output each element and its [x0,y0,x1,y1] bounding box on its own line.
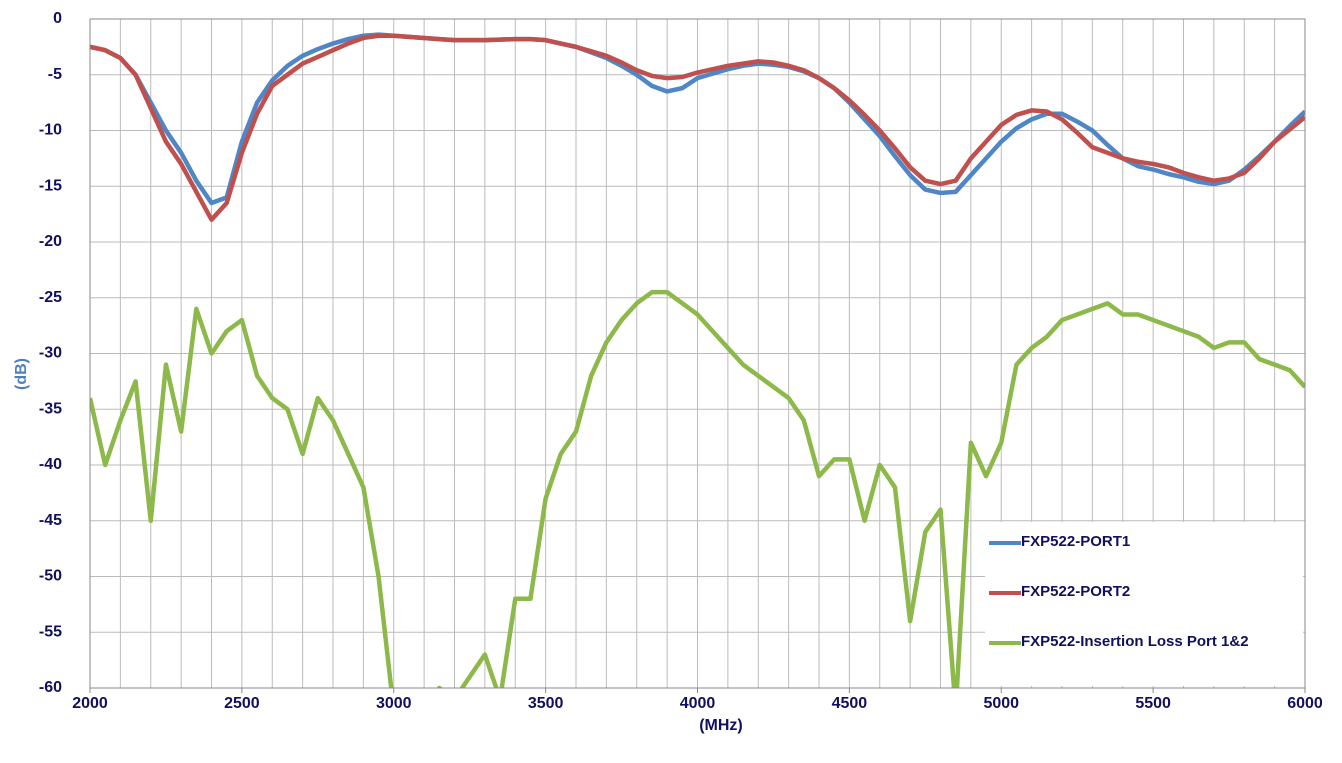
legend-label: FXP522-PORT2 [1021,583,1131,600]
x-axis-title: (MHz) [699,717,743,734]
series-line [90,32,1305,206]
plot-lines [90,32,1305,688]
y-tick-label: -40 [39,456,62,473]
x-tick-label: 4500 [832,695,868,712]
y-tick-label: -30 [39,345,62,362]
x-tick-label: 3500 [528,695,564,712]
legend: FXP522-PORT1 FXP522-PORT2 FXP522-Insertion… [985,522,1303,686]
axis-labels: 0 -5 -10 -15 -20 -25 -30 -35 -40 -45 -50 -55 -60 2000… [39,10,1323,712]
series-line [90,33,1305,222]
series-line [90,289,1305,688]
y-tick-label: -50 [39,568,62,585]
x-tick-label: 5000 [983,695,1019,712]
y-tick-label: -60 [39,679,62,696]
legend-label: FXP522-PORT1 [1021,533,1131,550]
x-tick-label: 2000 [72,695,108,712]
legend-label: FXP522-Insertion Loss Port 1&2 [1021,633,1249,650]
y-tick-label: -45 [39,512,62,529]
legend-swatch [989,541,1021,545]
y-axis-title: (dB) [13,358,30,390]
y-tick-label: -25 [39,289,62,306]
legend-swatch [989,591,1021,595]
y-tick-label: 0 [53,10,62,27]
x-tick-label: 3000 [376,695,412,712]
y-tick-label: -10 [39,122,62,139]
y-tick-label: -35 [39,400,62,417]
x-tick-label: 4000 [680,695,716,712]
x-tick-label: 6000 [1287,695,1323,712]
x-tick-label: 5500 [1135,695,1171,712]
y-tick-label: -20 [39,233,62,250]
plot-frame [89,18,1306,689]
y-tick-label: -15 [39,177,62,194]
y-tick-label: -5 [48,66,62,83]
y-tick-label: -55 [39,623,62,640]
legend-swatch [989,641,1021,645]
x-tick-label: 2500 [224,695,260,712]
